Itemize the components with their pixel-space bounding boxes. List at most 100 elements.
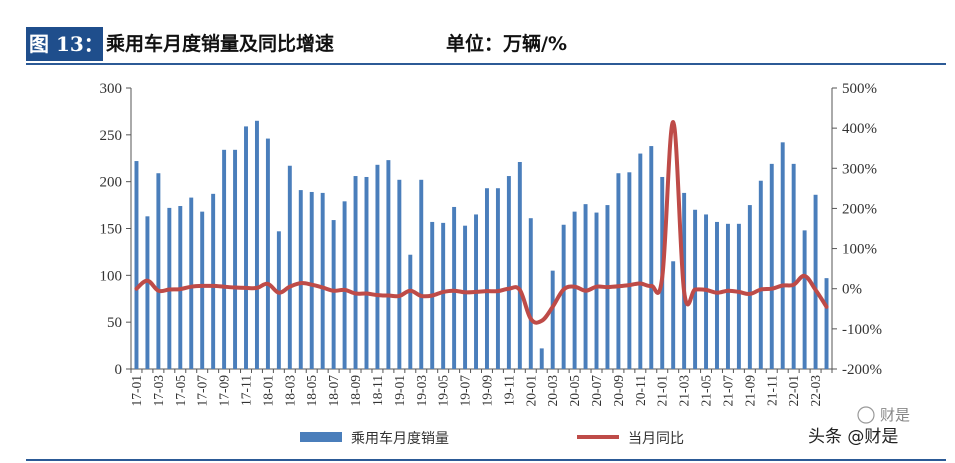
yoy-point — [442, 291, 444, 293]
yoy-point — [256, 287, 258, 289]
sales-bar — [222, 149, 227, 369]
sales-bar — [485, 188, 489, 369]
yoy-point — [146, 280, 148, 282]
x-axis-tick-label: 18-09 — [348, 375, 363, 407]
sales-bar — [145, 216, 150, 369]
x-axis-tick-label: 21-07 — [720, 375, 735, 407]
sales-bar — [594, 212, 599, 369]
x-axis-tick-label: 18-01 — [260, 375, 275, 407]
x-axis-tick-label: 18-11 — [370, 375, 385, 406]
watermark-bottom-text: 头条 @财是 — [808, 427, 898, 447]
sales-bar — [233, 149, 238, 369]
x-axis-tick-label: 19-05 — [436, 375, 451, 407]
sales-bar — [244, 126, 248, 369]
sales-bar — [715, 221, 719, 369]
sales-bar — [309, 191, 314, 369]
yoy-line — [134, 120, 829, 325]
yoy-point — [815, 289, 817, 291]
x-axis-tick-label: 20-05 — [567, 375, 582, 407]
yoy-point — [344, 289, 346, 291]
x-axis-tick-label: 21-03 — [677, 375, 692, 407]
yoy-point — [355, 293, 357, 295]
yoy-point — [771, 288, 773, 290]
sales-bar — [780, 142, 785, 369]
left-axis-tick-label: 250 — [100, 128, 123, 144]
yoy-point — [398, 295, 400, 297]
sales-bar — [791, 163, 796, 369]
sales-bar — [550, 270, 555, 369]
sales-bar — [802, 230, 807, 369]
yoy-point — [639, 282, 641, 284]
right-axis-tick-label: -200% — [842, 362, 882, 378]
yoy-point — [464, 291, 466, 293]
yoy-point — [683, 291, 685, 293]
x-axis-tick-label: 17-05 — [173, 375, 188, 407]
left-axis-tick-label: 100 — [100, 268, 123, 284]
sales-bar — [539, 348, 544, 369]
yoy-point — [376, 294, 378, 296]
sales-bar — [408, 254, 413, 369]
yoy-point — [716, 292, 718, 294]
sales-bar — [200, 211, 205, 369]
sales-bar — [627, 172, 632, 369]
sales-bar — [824, 278, 829, 369]
yoy-point — [826, 306, 828, 308]
x-axis-tick-label: 19-03 — [414, 375, 429, 407]
sales-bar — [353, 176, 358, 369]
right-axis-tick-label: 400% — [842, 121, 877, 137]
yoy-point — [672, 121, 674, 123]
yoy-point — [727, 290, 729, 292]
sales-bar — [616, 173, 621, 369]
legend-group: 乘用车月度销量 当月同比 — [300, 430, 684, 447]
yoy-point — [606, 286, 608, 288]
yoy-point — [157, 290, 159, 292]
sales-bar — [287, 165, 292, 369]
sales-bar — [813, 194, 818, 369]
legend-swatch-sales — [300, 432, 342, 442]
x-axis-tick-label: 22-03 — [808, 375, 823, 407]
x-axis-tick-label: 21-05 — [699, 375, 714, 407]
sales-bar — [276, 231, 281, 369]
yoy-point — [782, 285, 784, 287]
footer-rule — [26, 459, 946, 461]
legend-label-sales: 乘用车月度销量 — [351, 430, 449, 447]
yoy-point — [278, 292, 280, 294]
yoy-point — [661, 276, 663, 278]
sales-bar — [747, 205, 752, 369]
x-axis-tick-label: 18-03 — [282, 375, 297, 407]
yoy-point — [596, 286, 598, 288]
right-axis-tick-label: 100% — [842, 242, 877, 258]
sales-bar — [331, 220, 336, 369]
yoy-point — [245, 287, 247, 289]
sales-bar — [736, 223, 741, 369]
x-axis-tick-label: 20-09 — [611, 375, 626, 407]
x-axis-tick-label: 17-01 — [129, 375, 144, 407]
yoy-point — [793, 284, 795, 286]
yoy-point — [486, 290, 488, 292]
sales-bar — [342, 201, 347, 369]
yoy-point — [497, 290, 499, 292]
yoy-point — [431, 295, 433, 297]
yoy-point — [628, 284, 630, 286]
x-axis-tick-label: 21-11 — [764, 375, 779, 406]
x-axis-tick-label: 20-03 — [545, 375, 560, 407]
watermark-top-text: 财是 — [880, 406, 910, 424]
x-axis-tick-label: 19-11 — [501, 375, 516, 406]
x-axis-tick-label: 20-11 — [633, 375, 648, 406]
left-axis-tick-label: 200 — [100, 175, 123, 191]
yoy-point — [234, 287, 236, 289]
x-axis-tick-label: 17-07 — [195, 375, 210, 407]
sales-bar — [386, 160, 391, 369]
yoy-point — [530, 318, 532, 320]
x-axis-tick-label: 20-07 — [589, 375, 604, 407]
sales-bar — [638, 153, 643, 369]
right-axis-tick-label: 200% — [842, 201, 877, 217]
yoy-point — [760, 289, 762, 291]
axes-group: 0 50 100 150 200 250 300 -200% -100% 0% 100% 200% 30… — [100, 81, 883, 407]
sales-bar — [495, 188, 500, 369]
sales-bar — [320, 192, 325, 369]
sales-bar — [583, 204, 588, 369]
yoy-point — [135, 288, 137, 290]
yoy-point — [552, 306, 554, 308]
